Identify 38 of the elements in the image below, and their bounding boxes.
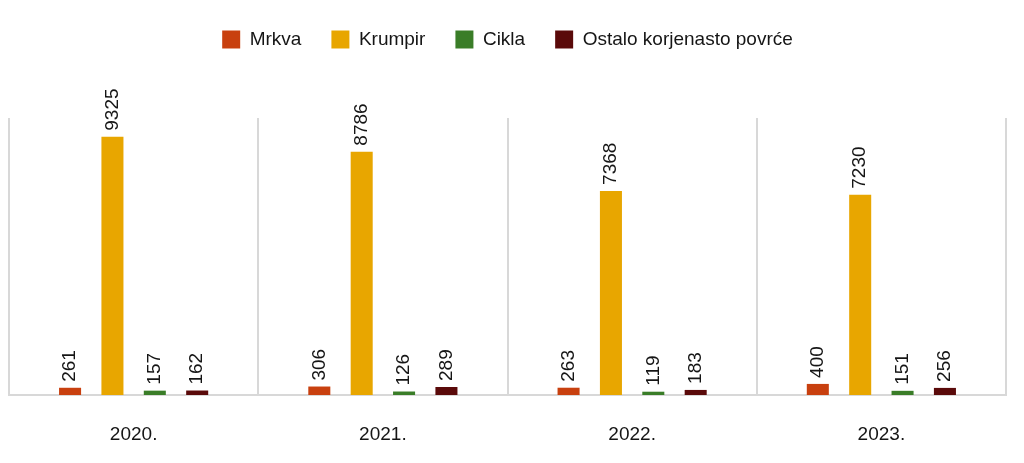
bar bbox=[642, 391, 665, 395]
bar bbox=[849, 194, 872, 395]
legend-label: Krumpir bbox=[358, 27, 427, 49]
bar bbox=[143, 390, 166, 395]
x-tick-label: 2023. bbox=[857, 422, 906, 444]
legend-label: Cikla bbox=[482, 27, 526, 49]
data-label: 119 bbox=[641, 355, 663, 386]
data-label: 157 bbox=[143, 352, 165, 385]
data-label: 7230 bbox=[848, 146, 870, 189]
bar bbox=[308, 386, 331, 395]
data-label: 289 bbox=[434, 349, 456, 381]
data-label: 306 bbox=[307, 348, 329, 381]
bar bbox=[59, 387, 82, 395]
bar bbox=[684, 389, 707, 395]
x-tick-label: 2020. bbox=[109, 422, 158, 444]
bar bbox=[599, 190, 622, 395]
data-label: 8786 bbox=[349, 103, 371, 146]
data-label: 183 bbox=[683, 352, 705, 384]
legend-label: Ostalo korjenasto povrće bbox=[582, 27, 793, 49]
data-label: 7368 bbox=[599, 142, 621, 185]
bar bbox=[557, 387, 580, 395]
bar bbox=[101, 136, 124, 395]
bar bbox=[933, 387, 956, 395]
bar bbox=[806, 383, 829, 395]
bar bbox=[435, 387, 458, 395]
bar bbox=[891, 390, 914, 395]
data-label: 261 bbox=[58, 350, 80, 382]
data-label: 126 bbox=[392, 353, 414, 386]
x-tick-label: 2022. bbox=[608, 422, 656, 444]
data-label: 151 bbox=[890, 353, 912, 385]
data-label: 9325 bbox=[100, 88, 122, 131]
data-label: 162 bbox=[185, 352, 207, 385]
data-label: 256 bbox=[933, 350, 955, 382]
data-label: 400 bbox=[806, 346, 828, 378]
data-label: 263 bbox=[556, 350, 578, 382]
legend-label: Mrkva bbox=[249, 27, 302, 49]
x-tick-label: 2021. bbox=[359, 422, 407, 444]
bar bbox=[350, 151, 373, 395]
